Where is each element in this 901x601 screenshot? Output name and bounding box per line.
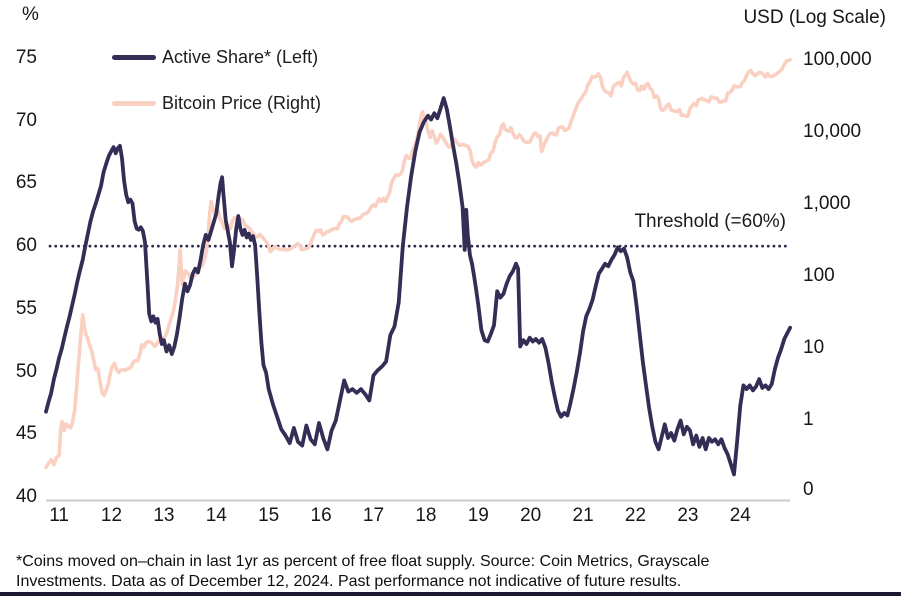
- bitcoin-price-line-swatch: [112, 100, 156, 106]
- legend-label: Bitcoin Price (Right): [162, 92, 322, 113]
- left-axis-tick-45: 45: [15, 423, 37, 445]
- legend-item-active-share: Active Share* (Left): [112, 45, 318, 69]
- left-axis-tick-55: 55: [15, 297, 37, 319]
- right-axis-tick-0: 0: [803, 479, 814, 500]
- x-axis-tick-19: 19: [467, 505, 489, 526]
- left-axis-tick-50: 50: [15, 360, 37, 382]
- x-axis-tick-18: 18: [415, 505, 437, 526]
- x-axis-tick-13: 13: [153, 505, 175, 526]
- x-axis-tick-23: 23: [677, 505, 699, 526]
- left-axis-tick-40: 40: [15, 486, 37, 507]
- right-axis-tick-10: 10: [803, 337, 825, 358]
- x-axis-tick-24: 24: [729, 505, 751, 526]
- right-axis-tick-10000: 10,000: [803, 121, 862, 142]
- right-axis-tick-1: 1: [803, 409, 814, 430]
- active-share-line: [44, 96, 792, 477]
- left-axis-title: %: [22, 4, 39, 25]
- x-axis-tick-16: 16: [310, 505, 332, 526]
- footnote: *Coins moved on–chain in last 1yr as per…: [16, 552, 894, 591]
- right-axis-tick-100000: 100,000: [803, 49, 872, 70]
- legend-item-bitcoin-price: Bitcoin Price (Right): [112, 91, 321, 115]
- bitcoin-price-line: [44, 57, 792, 470]
- right-axis-tick-1000: 1,000: [803, 193, 851, 214]
- left-axis-tick-60: 60: [15, 235, 37, 257]
- left-axis-tick-75: 75: [15, 46, 37, 68]
- left-axis-tick-65: 65: [15, 172, 37, 194]
- x-axis-tick-14: 14: [205, 505, 227, 526]
- active-share-line-swatch: [112, 54, 156, 60]
- x-axis-tick-11: 11: [49, 505, 69, 526]
- x-axis-tick-15: 15: [258, 505, 280, 526]
- footnote-line-2: Investments. Data as of December 12, 202…: [16, 572, 682, 590]
- left-axis-tick-70: 70: [15, 109, 37, 131]
- legend-label: Active Share* (Left): [162, 46, 319, 67]
- right-axis-title: USD (Log Scale): [743, 7, 886, 28]
- x-axis-tick-22: 22: [624, 505, 647, 526]
- right-axis-tick-100: 100: [803, 265, 835, 286]
- x-axis-tick-21: 21: [572, 505, 594, 526]
- x-axis-tick-12: 12: [100, 505, 123, 526]
- x-axis-tick-20: 20: [520, 505, 542, 526]
- x-axis-tick-17: 17: [362, 505, 385, 526]
- bottom-rule: [0, 592, 901, 596]
- footnote-line-1: *Coins moved on–chain in last 1yr as per…: [16, 553, 710, 570]
- threshold-label: Threshold (=60%): [634, 211, 786, 232]
